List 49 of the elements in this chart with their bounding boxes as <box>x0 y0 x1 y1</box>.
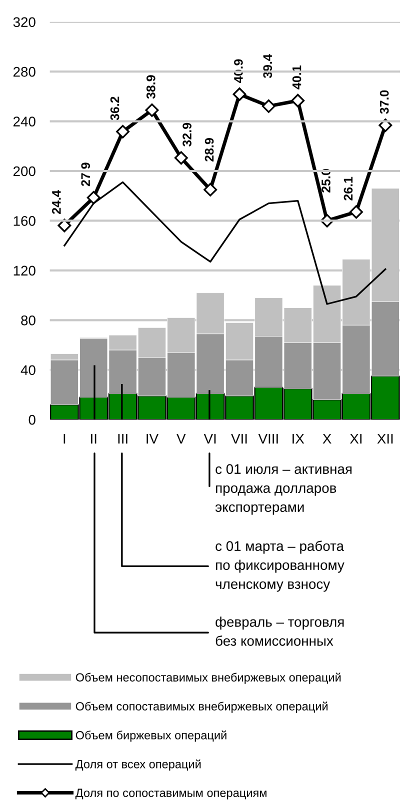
x-tick-label: V <box>176 434 186 444</box>
y-tick-label: 200 <box>13 166 36 176</box>
text: февраль – торговля без комиссионных <box>216 616 344 646</box>
y-tick-label: 120 <box>14 266 36 276</box>
data-label: 27.9 <box>81 162 90 186</box>
x-tick-label: XII <box>377 434 393 444</box>
y-tick-label: 80 <box>21 315 36 326</box>
point <box>86 190 100 204</box>
x-tick-label: X <box>322 434 332 444</box>
data-label: 39.4 <box>263 54 272 78</box>
x-tick-label: IX <box>292 434 304 444</box>
x-tick-label: VIII <box>258 434 278 444</box>
y-tick-label: 280 <box>13 66 36 77</box>
data-label: 26.1 <box>344 176 353 200</box>
point <box>204 182 218 196</box>
y-tick-label: 0 <box>28 414 36 425</box>
legend-label: Объем несопоставимых внебиржевых операций <box>76 672 341 684</box>
data-label: 37.0 <box>380 90 389 114</box>
y-tick-label: 240 <box>13 116 36 126</box>
x-tick-label: VII <box>231 434 247 444</box>
text: с 01 июля – активная продажа долларов экспортерами <box>215 464 352 515</box>
y-tick-label: 320 <box>13 17 36 28</box>
data-label: 38.9 <box>146 75 156 99</box>
x-tick-label: II <box>91 434 96 444</box>
point <box>116 124 130 138</box>
point <box>291 94 305 108</box>
data-label: 28.9 <box>204 138 214 162</box>
point <box>232 88 246 101</box>
x-tick-label: VI <box>204 434 216 444</box>
point <box>58 218 72 232</box>
legend-label: Объем сопоставимых внебиржевых операций <box>76 702 328 713</box>
point <box>262 99 276 113</box>
legend-label: Доля от всех операций <box>75 759 201 771</box>
x-tick-label: III <box>118 434 128 444</box>
data-label: 36.2 <box>110 96 120 120</box>
data-label: 24.4 <box>52 190 61 214</box>
point <box>145 103 159 117</box>
point <box>349 205 363 219</box>
data-label: 32.9 <box>182 122 192 146</box>
data-label: 40.1 <box>292 66 302 90</box>
point <box>174 151 188 165</box>
x-tick-label: XI <box>350 434 362 444</box>
text: с 01 марта – работа по фиксированному членскому взносу <box>216 540 344 592</box>
y-tick-label: 40 <box>20 365 36 376</box>
legend-label: Доля по сопоставимым операциям <box>75 788 266 800</box>
x-tick-label: I <box>64 434 66 444</box>
x-tick-label: IV <box>146 434 158 444</box>
y-tick-label: 160 <box>14 216 36 226</box>
legend-label: Объем биржевых операций <box>76 730 226 742</box>
